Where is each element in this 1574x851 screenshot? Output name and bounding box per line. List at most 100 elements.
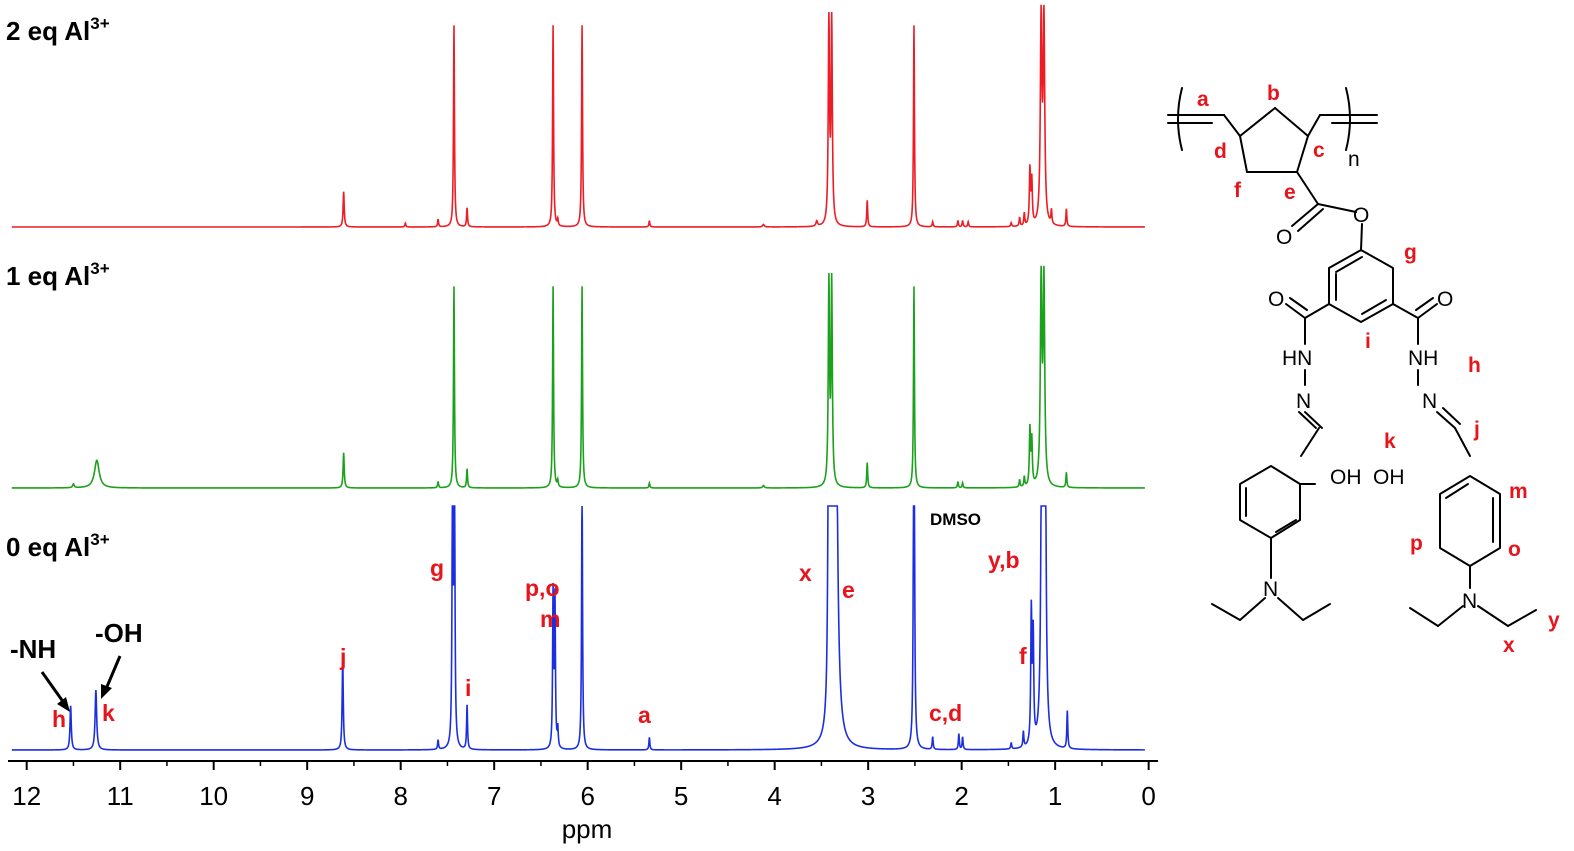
bond [1507,609,1537,627]
bond [1442,407,1461,425]
x-tick-label: 5 [674,781,688,811]
bond [1409,607,1439,627]
x-axis-title: ppm [562,814,613,844]
x-tick-label: 3 [861,781,875,811]
trace-label-0eq: 0 eq Al3+ [6,530,110,562]
bond [1291,203,1319,227]
mol-atom-hn: HN [1282,347,1312,370]
mol-label-d: d [1214,140,1227,163]
label-m: m [540,606,560,632]
bond [1289,297,1308,311]
bond [1360,223,1363,251]
x-tick-label: 8 [393,781,407,811]
label-f: f [1019,643,1027,669]
bond [1317,203,1357,213]
arrowhead-nh [57,697,70,712]
bond [1211,603,1241,621]
mol-atom-n-amine-left: N [1263,578,1278,601]
mol-label-h: h [1468,354,1481,377]
peak-annotations: -NH h -OH k j g i p,o m a x e DMSO c,d y… [10,510,1027,732]
x-tick-label: 7 [487,781,501,811]
bond [1302,603,1331,621]
bond [1436,411,1456,429]
arrowhead-oh [101,684,112,699]
mol-label-y: y [1548,609,1560,632]
bond [1296,135,1309,173]
mol-label-g: g [1404,241,1417,264]
label-h: h [52,706,66,732]
bond [1239,135,1248,173]
trace-label-1eq: 1 eq Al3+ [6,259,110,291]
x-tick-label: 12 [12,781,41,811]
ring [1239,465,1301,539]
molecule-labels-red: a b c d e f g i h j k m p o x y [1197,82,1560,657]
label-j: j [339,644,346,670]
label-e: e [842,577,855,603]
x-tick-label: 11 [107,781,134,811]
label-nh: -NH [10,634,56,664]
bracket-right [1345,87,1351,151]
bond [1437,605,1464,627]
x-tick-label: 0 [1141,781,1155,811]
mol-label-i: i [1365,330,1371,353]
bond [1239,107,1276,137]
bond [1415,297,1434,311]
molecule-labels-black: n O O O O HN N NH N OH OH N N [1263,148,1477,613]
bond [1304,411,1323,429]
bond [1300,427,1320,457]
arrow-oh [104,655,122,690]
x-tick-label: 4 [767,781,781,811]
label-a: a [638,702,651,728]
mol-label-o: o [1508,538,1521,561]
mol-label-j: j [1473,418,1480,441]
mol-atom-o-left: O [1268,288,1284,311]
mol-label-n: n [1348,148,1360,171]
trace-label-2eq: 2 eq Al3+ [6,14,110,46]
bracket-left [1177,87,1183,151]
bond [1275,519,1297,533]
mol-label-m: m [1509,480,1528,503]
ring [1439,475,1501,567]
mol-atom-n-amine-right: N [1462,590,1477,613]
mol-label-a: a [1197,88,1209,111]
spectrum-trace-1 [11,265,1145,489]
label-dmso: DMSO [930,510,981,529]
bond [1361,299,1387,315]
x-tick-label: 9 [300,781,314,811]
bond [1223,114,1241,137]
bond [1297,208,1324,232]
bond [1277,597,1304,621]
bond [1285,303,1306,319]
mol-label-p: p [1410,532,1423,555]
spectrum-trace-0 [11,4,1145,228]
bond [1296,171,1319,205]
mol-atom-oh-left: OH [1330,466,1362,489]
mol-label-b: b [1267,82,1280,105]
mol-label-f: f [1234,179,1242,202]
bond [1454,427,1471,457]
mol-label-e: e [1284,181,1296,204]
mol-label-k: k [1384,430,1396,453]
x-tick-label: 1 [1048,781,1062,811]
label-oh: -OH [95,618,143,648]
mol-label-x: x [1503,634,1515,657]
mol-label-c: c [1313,139,1325,162]
label-g: g [430,555,444,581]
bond [1477,605,1509,627]
label-cd: c,d [929,700,962,726]
label-yb: y,b [988,547,1020,573]
spectrum-trace-2 [11,505,1145,751]
x-tick-label: 2 [954,781,968,811]
bond [1298,411,1317,429]
bond [1304,303,1330,319]
bond [1445,483,1469,499]
mol-atom-o-ester: O [1353,204,1369,227]
x-tick-label: 6 [580,781,594,811]
mol-atom-n-left: N [1296,390,1311,413]
bond [1392,303,1419,319]
arrow-nh [40,671,66,704]
mol-atom-o-right: O [1437,288,1453,311]
mol-atom-oh-right: OH [1373,466,1405,489]
mol-atom-n-right: N [1422,390,1437,413]
